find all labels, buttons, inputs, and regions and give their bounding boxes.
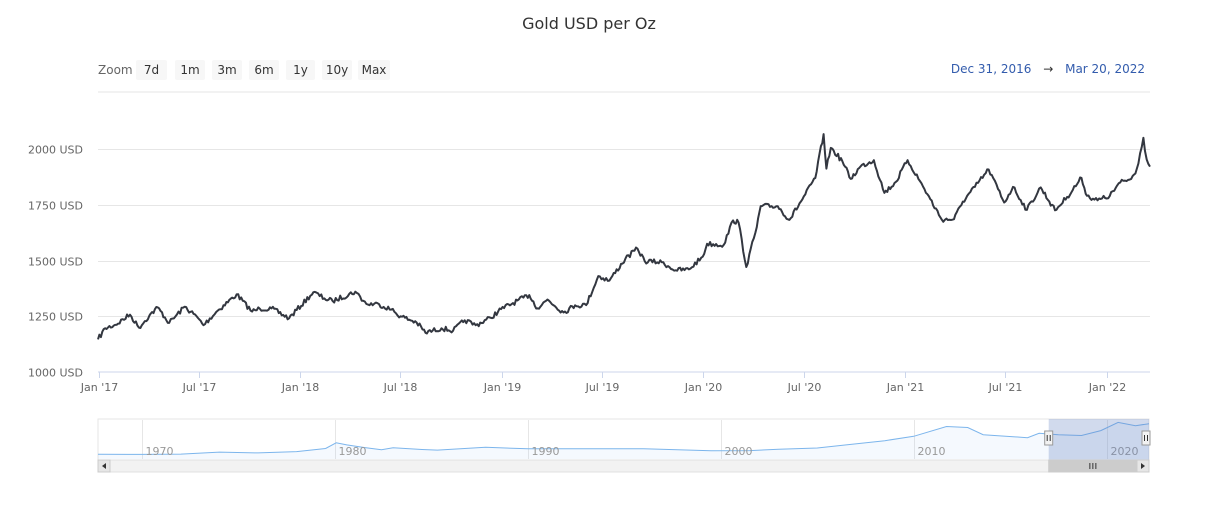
- price-series-line: [97, 133, 1151, 340]
- zoom-button-10y[interactable]: 10y: [322, 60, 352, 80]
- zoom-button-1y[interactable]: 1y: [286, 60, 315, 80]
- navigator-year-label: 1970: [146, 445, 174, 458]
- zoom-controls: Zoom 7d 1m 3m 6m 1y 10y Max: [98, 60, 390, 80]
- y-gridlines: [98, 149, 1150, 317]
- navigator-handle-body[interactable]: [1044, 430, 1054, 446]
- navigator-handle-body[interactable]: [1141, 430, 1151, 446]
- date-range-from[interactable]: Dec 31, 2016: [951, 62, 1031, 76]
- x-tick-label: Jan '18: [281, 381, 319, 394]
- navigator[interactable]: 1970 1980 1990 2000 2010 2020: [97, 418, 1151, 473]
- navigator-gridlines: [142, 420, 1108, 459]
- x-tick-label: Jan '21: [886, 381, 924, 394]
- zoom-button-label: 6m: [254, 63, 273, 77]
- y-axis-labels: 1000 USD 1250 USD 1500 USD 1750 USD 2000 USD: [28, 144, 83, 380]
- x-tick-label: Jan '19: [483, 381, 521, 394]
- x-axis-ticks: [99, 372, 1108, 378]
- y-tick-label: 1000 USD: [28, 367, 83, 380]
- scroll-right-arrow-icon: [1141, 463, 1145, 469]
- x-tick-label: Jul '17: [182, 381, 217, 394]
- x-tick-label: Jul '19: [585, 381, 620, 394]
- scrollbar-grip-icon: [1089, 463, 1097, 469]
- navigator-handle-right[interactable]: [1141, 430, 1151, 446]
- date-range-to[interactable]: Mar 20, 2022: [1065, 62, 1145, 76]
- x-tick-label: Jul '21: [988, 381, 1023, 394]
- x-tick-label: Jan '20: [684, 381, 722, 394]
- navigator-series-line: [97, 421, 1150, 455]
- date-range[interactable]: Dec 31, 2016 → Mar 20, 2022: [951, 62, 1145, 76]
- navigator-year-label: 2000: [725, 445, 753, 458]
- navigator-year-label: 2010: [918, 445, 946, 458]
- zoom-button-6m[interactable]: 6m: [249, 60, 279, 80]
- chart-title: Gold USD per Oz: [522, 14, 656, 33]
- x-tick-label: Jan '22: [1088, 381, 1126, 394]
- y-tick-label: 1500 USD: [28, 256, 83, 269]
- zoom-button-label: 3m: [217, 63, 236, 77]
- zoom-button-1m[interactable]: 1m: [175, 60, 205, 80]
- zoom-button-label: 10y: [326, 63, 348, 77]
- navigator-handle-left[interactable]: [1044, 430, 1054, 446]
- navigator-background: [97, 418, 1150, 461]
- zoom-label: Zoom: [98, 63, 133, 77]
- zoom-button-max[interactable]: Max: [358, 60, 390, 80]
- y-tick-label: 1750 USD: [28, 200, 83, 213]
- y-tick-label: 1250 USD: [28, 311, 83, 324]
- zoom-button-7d[interactable]: 7d: [136, 60, 167, 80]
- zoom-button-label: 7d: [144, 63, 159, 77]
- scroll-left-arrow-icon: [102, 463, 106, 469]
- zoom-button-label: 1y: [293, 63, 308, 77]
- x-tick-label: Jul '20: [787, 381, 822, 394]
- x-axis-labels: Jan '17 Jul '17 Jan '18 Jul '18 Jan '19 Jul '…: [80, 381, 1126, 394]
- zoom-button-3m[interactable]: 3m: [212, 60, 242, 80]
- zoom-button-label: 1m: [180, 63, 199, 77]
- x-tick-label: Jul '18: [383, 381, 418, 394]
- date-range-arrow: →: [1043, 62, 1053, 76]
- navigator-year-labels: 1970 1980 1990 2000 2010 2020: [146, 445, 1139, 458]
- zoom-button-label: Max: [362, 63, 387, 77]
- y-tick-label: 2000 USD: [28, 144, 83, 157]
- navigator-series-area: [98, 422, 1149, 459]
- navigator-year-label: 1980: [339, 445, 367, 458]
- navigator-year-label: 1990: [532, 445, 560, 458]
- scrollbar-track[interactable]: [97, 459, 1150, 473]
- navigator-year-label: 2020: [1111, 445, 1139, 458]
- x-tick-label: Jan '17: [80, 381, 118, 394]
- navigator-selection[interactable]: [1048, 419, 1149, 460]
